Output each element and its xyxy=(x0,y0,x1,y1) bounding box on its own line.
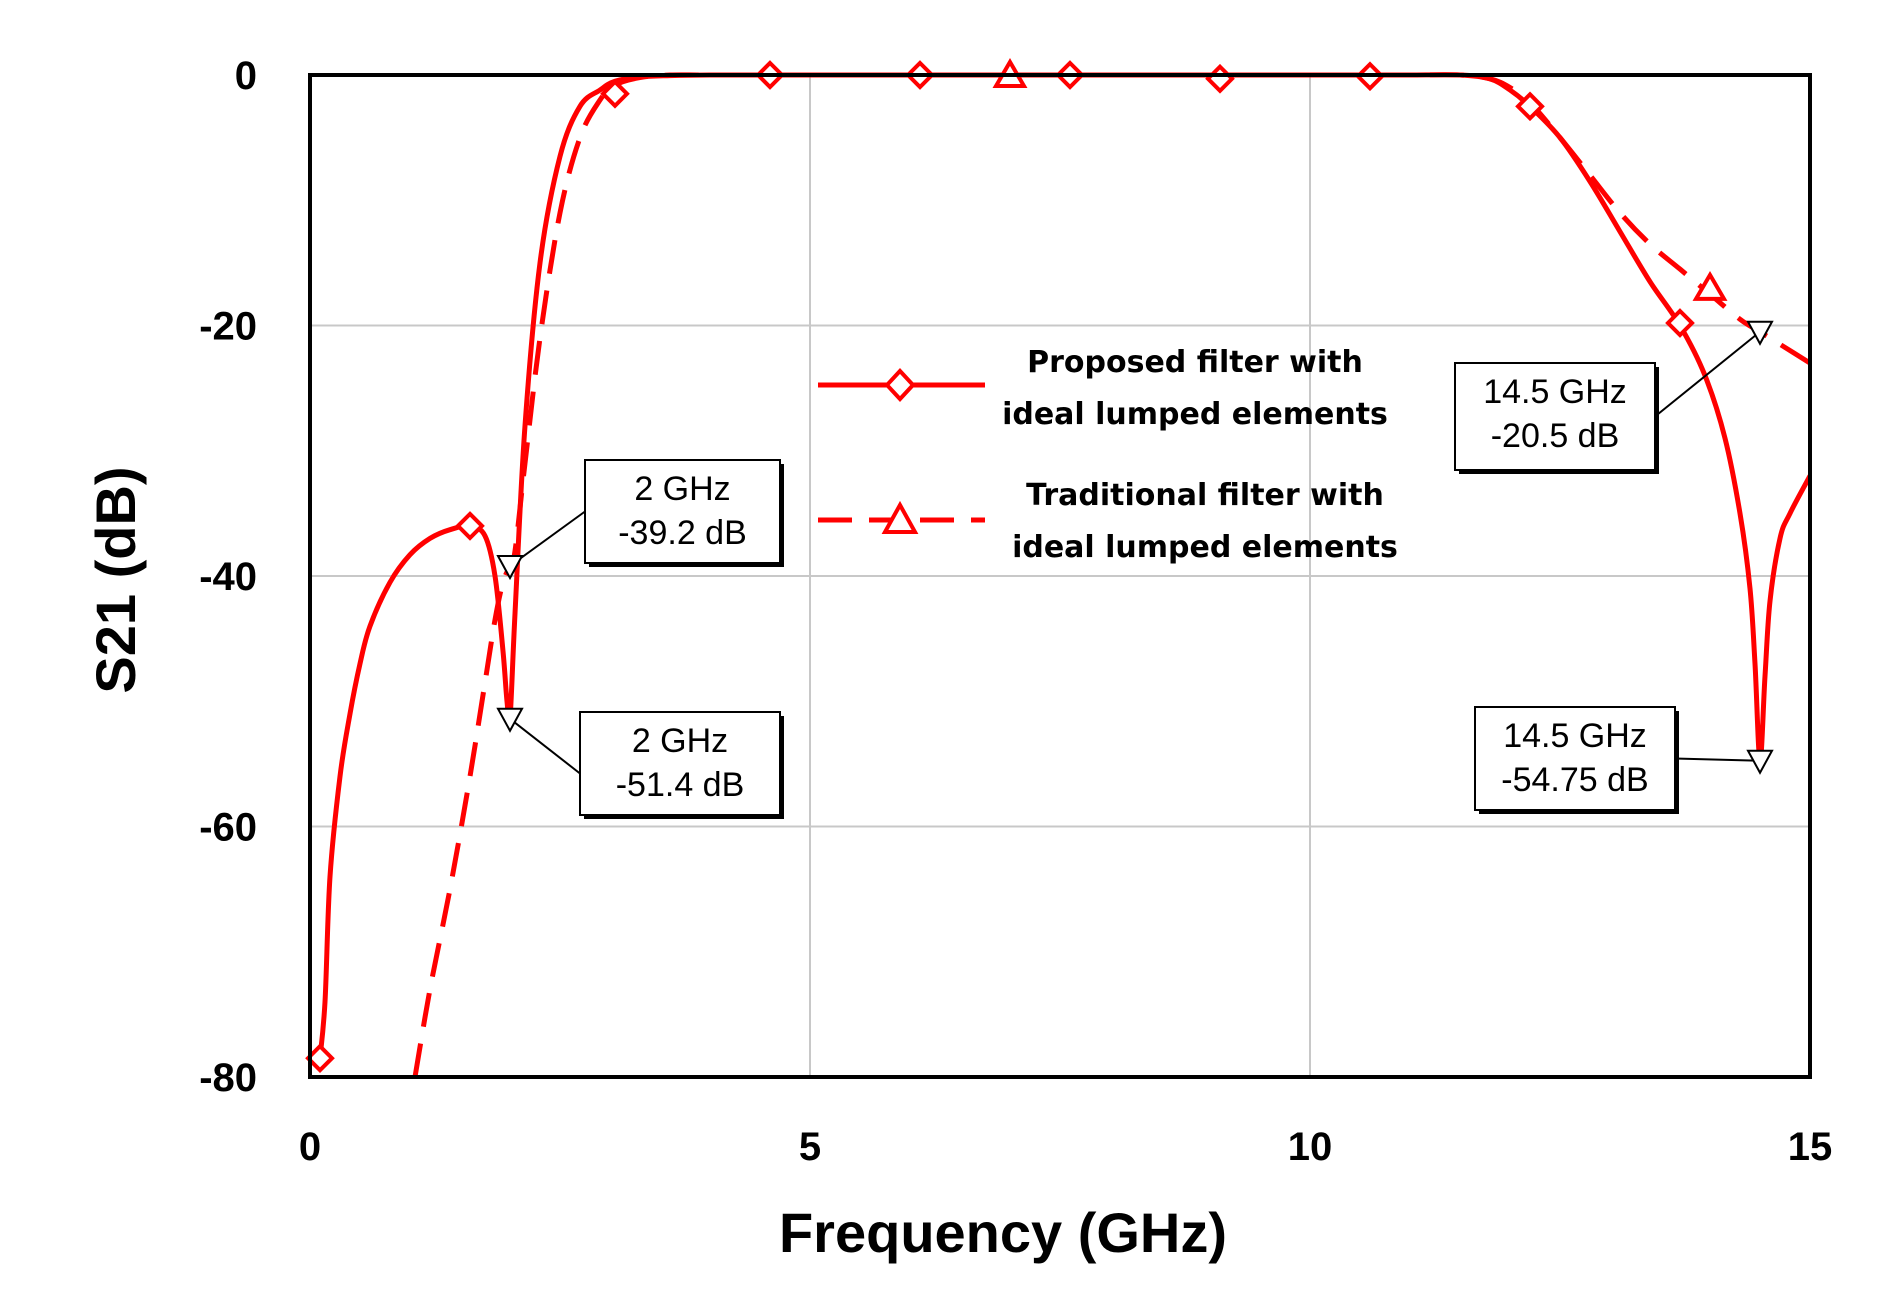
marker-proposed xyxy=(1665,308,1695,338)
y-axis-title: S21 (dB) xyxy=(84,466,147,693)
marker-proposed xyxy=(1205,63,1235,94)
plot-frame xyxy=(308,73,1812,1079)
annotation-box xyxy=(584,459,781,564)
annotation-label: 14.5 GHz xyxy=(1483,373,1627,411)
legend-label-traditional-line1: Traditional filter with xyxy=(1026,478,1384,513)
x-tick-label: 5 xyxy=(799,1125,821,1169)
legend-marker-traditional xyxy=(881,500,919,534)
annotation-label: -51.4 dB xyxy=(616,766,745,804)
annotation-label: 14.5 GHz xyxy=(1503,717,1647,755)
legend-label-proposed-line1: Proposed filter with xyxy=(1027,345,1363,380)
marker-proposed xyxy=(455,511,485,541)
marker-proposed xyxy=(600,78,630,109)
annotation-label: 2 GHz xyxy=(632,722,728,760)
y-tick-labels: 0 -20 -40 -60 -80 xyxy=(199,54,257,1100)
annotation-leader xyxy=(509,717,581,775)
legend-marker-proposed xyxy=(884,368,916,402)
legend-label-traditional-line2: ideal lumped elements xyxy=(1012,530,1398,565)
annotation-marker xyxy=(496,554,524,581)
annotations: 2 GHz -39.2 dB 2 GHz -51.4 dB 14.5 GHz -20.5 … xyxy=(496,320,1774,819)
series-line-proposed xyxy=(317,72,1810,1059)
annotation-box xyxy=(1474,706,1676,811)
marker-traditional xyxy=(1692,270,1728,301)
legend-label-proposed-line2: ideal lumped elements xyxy=(1002,397,1388,432)
annotation-label: -39.2 dB xyxy=(618,514,747,552)
y-tick-label: -40 xyxy=(199,555,257,599)
annotation-label: -20.5 dB xyxy=(1491,417,1620,455)
marker-proposed xyxy=(1515,91,1545,122)
annotation-label: 2 GHz xyxy=(634,470,730,508)
series-layer xyxy=(305,58,1810,1078)
annotation-leader xyxy=(1654,330,1761,418)
y-tick-label: -80 xyxy=(199,1056,257,1100)
annotation-box xyxy=(1454,362,1656,471)
x-axis-title: Frequency (GHz) xyxy=(779,1201,1227,1264)
annotation-box xyxy=(579,711,781,816)
annotation-leader xyxy=(1674,757,1761,762)
legend: Proposed filter with ideal lumped elemen… xyxy=(818,345,1398,565)
annotation-label: -54.75 dB xyxy=(1501,761,1648,799)
y-tick-label: -60 xyxy=(199,806,257,850)
grid-lines xyxy=(310,75,1810,1077)
y-tick-label: -20 xyxy=(199,305,257,349)
annotation-marker xyxy=(1746,320,1774,346)
x-tick-labels: 0 5 10 15 xyxy=(299,1125,1832,1169)
x-tick-label: 0 xyxy=(299,1125,321,1169)
x-tick-label: 15 xyxy=(1788,1125,1833,1169)
x-tick-label: 10 xyxy=(1288,1125,1333,1169)
annotation-marker xyxy=(1746,749,1774,775)
annotation-marker xyxy=(496,707,524,733)
y-tick-label: 0 xyxy=(235,54,257,98)
